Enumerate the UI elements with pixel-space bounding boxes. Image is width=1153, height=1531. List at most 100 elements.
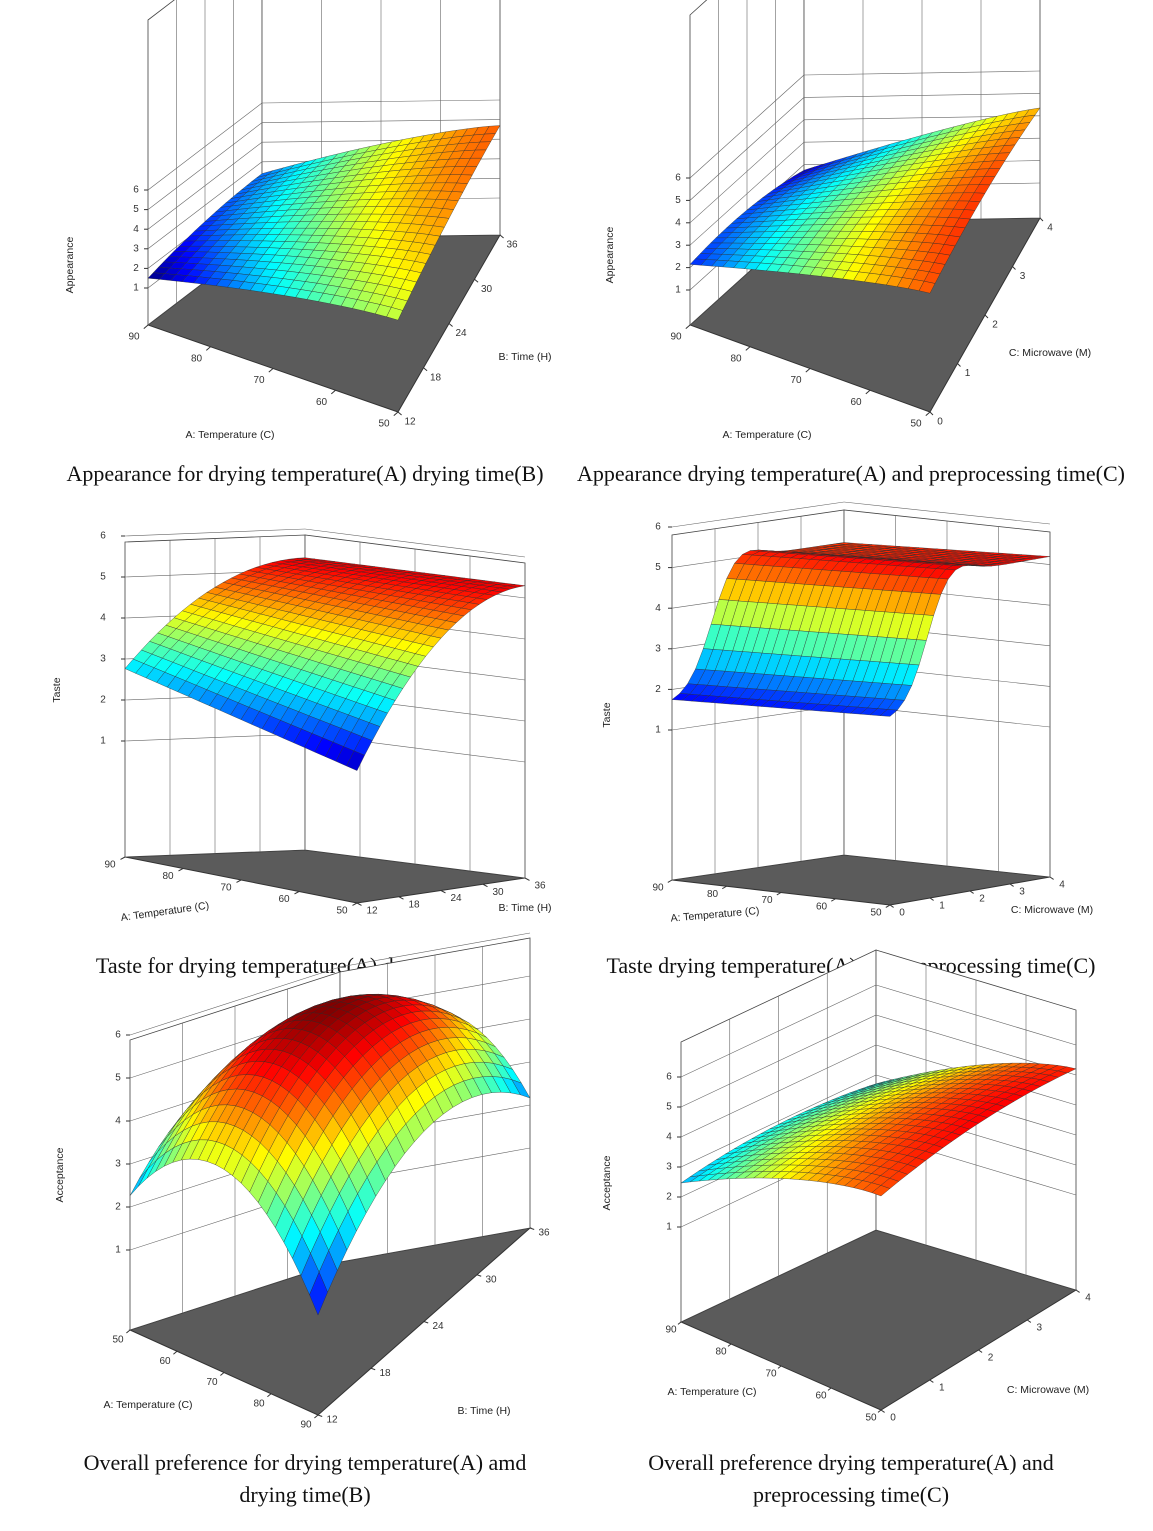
y-tick-label: 24 xyxy=(455,328,467,339)
tick-mark xyxy=(423,1321,429,1324)
caption: preprocessing time(C) xyxy=(753,1482,949,1507)
grid-line xyxy=(261,99,501,104)
z-tick-label: 2 xyxy=(100,695,106,706)
tick-mark xyxy=(1039,217,1044,222)
z-tick-label: 6 xyxy=(133,185,139,196)
tick-mark xyxy=(722,885,727,890)
z-tick-label: 4 xyxy=(675,217,681,228)
x-tick-label: 50 xyxy=(910,419,922,430)
z-tick-label: 4 xyxy=(115,1116,121,1127)
y-tick-label: 4 xyxy=(1059,880,1065,891)
tick-mark xyxy=(1049,876,1054,880)
grid-line xyxy=(339,932,531,968)
x-tick-label: 90 xyxy=(300,1420,312,1431)
tick-mark xyxy=(267,1393,272,1398)
surface-cell xyxy=(346,750,365,771)
tick-mark xyxy=(1012,266,1016,270)
tick-mark xyxy=(685,324,691,329)
x-axis-label: A: Temperature (C) xyxy=(667,1386,756,1398)
tick-mark xyxy=(831,898,836,902)
grid-line xyxy=(671,501,845,528)
y-tick-label: 3 xyxy=(1019,887,1025,898)
y-tick-label: 12 xyxy=(326,1415,338,1426)
surface-cell xyxy=(879,709,898,717)
z-tick-label: 2 xyxy=(133,263,139,274)
grid-line xyxy=(803,70,1041,76)
y-tick-label: 18 xyxy=(408,899,420,910)
y-tick-label: 24 xyxy=(432,1321,444,1332)
tick-mark xyxy=(929,897,934,901)
tick-mark xyxy=(178,868,184,872)
x-axis-label: A: Temperature (C) xyxy=(670,905,760,925)
surface-cell xyxy=(386,307,403,321)
z-tick-label: 3 xyxy=(100,654,106,665)
x-tick-label: 80 xyxy=(715,1347,727,1358)
y-tick-label: 1 xyxy=(939,901,945,912)
x-tick-label: 70 xyxy=(253,375,265,386)
tick-mark xyxy=(352,902,358,906)
tick-mark xyxy=(476,1274,482,1277)
x-tick-label: 80 xyxy=(162,871,174,882)
grid-line xyxy=(689,74,805,179)
grid-line xyxy=(147,102,263,191)
y-tick-label: 24 xyxy=(450,893,462,904)
x-tick-label: 90 xyxy=(665,1325,677,1336)
grid-line xyxy=(689,97,805,201)
tick-mark xyxy=(393,411,399,416)
z-tick-label: 3 xyxy=(666,1162,672,1173)
z-axis-label: Appearance xyxy=(64,237,76,294)
surface-cell xyxy=(871,1185,891,1197)
grid-line xyxy=(124,733,306,742)
grid-line xyxy=(147,122,263,210)
caption: drying time(B) xyxy=(239,1482,370,1507)
tick-mark xyxy=(143,324,149,329)
grid-line xyxy=(689,119,805,224)
z-axis-label: Appearance xyxy=(604,227,616,284)
tick-mark xyxy=(205,346,211,351)
x-tick-label: 50 xyxy=(112,1335,124,1346)
x-tick-label: 60 xyxy=(278,894,290,905)
z-tick-label: 1 xyxy=(666,1222,672,1233)
z-tick-label: 6 xyxy=(655,522,661,533)
tick-mark xyxy=(805,368,811,373)
z-tick-label: 3 xyxy=(675,240,681,251)
z-axis-label: Taste xyxy=(601,702,613,727)
tick-mark xyxy=(499,234,504,239)
x-tick-label: 80 xyxy=(730,353,742,364)
y-tick-label: 0 xyxy=(899,908,905,919)
tick-mark xyxy=(294,891,300,895)
x-tick-label: 80 xyxy=(707,889,719,900)
grid-line xyxy=(261,119,501,123)
z-tick-label: 1 xyxy=(675,285,681,296)
tick-mark xyxy=(777,1365,782,1369)
z-tick-label: 5 xyxy=(655,562,661,573)
tick-mark xyxy=(969,890,974,894)
tick-mark xyxy=(745,346,751,351)
y-tick-label: 36 xyxy=(506,240,518,251)
tick-mark xyxy=(356,902,362,906)
y-tick-label: 30 xyxy=(492,887,504,898)
z-tick-label: 6 xyxy=(666,1072,672,1083)
grid-line xyxy=(124,528,306,537)
grid-line xyxy=(147,161,263,250)
z-tick-label: 4 xyxy=(666,1132,672,1143)
tick-mark xyxy=(330,389,336,395)
z-axis-label: Acceptance xyxy=(601,1155,613,1210)
tick-mark xyxy=(727,1343,732,1347)
tick-mark xyxy=(448,323,453,327)
y-axis-label: B: Time (H) xyxy=(498,351,551,363)
tick-mark xyxy=(120,856,126,860)
grid-line xyxy=(803,93,1041,98)
tick-mark xyxy=(877,1409,882,1413)
z-tick-label: 2 xyxy=(666,1192,672,1203)
z-tick-label: 5 xyxy=(666,1102,672,1113)
tick-mark xyxy=(1026,1319,1032,1323)
grid-line xyxy=(680,1014,877,1108)
tick-mark xyxy=(925,411,931,416)
caption: Overall preference for drying temperatur… xyxy=(84,1450,527,1475)
y-axis-label: B: Time (H) xyxy=(498,902,551,914)
tick-mark xyxy=(173,1350,178,1355)
x-tick-label: 50 xyxy=(865,1413,877,1424)
